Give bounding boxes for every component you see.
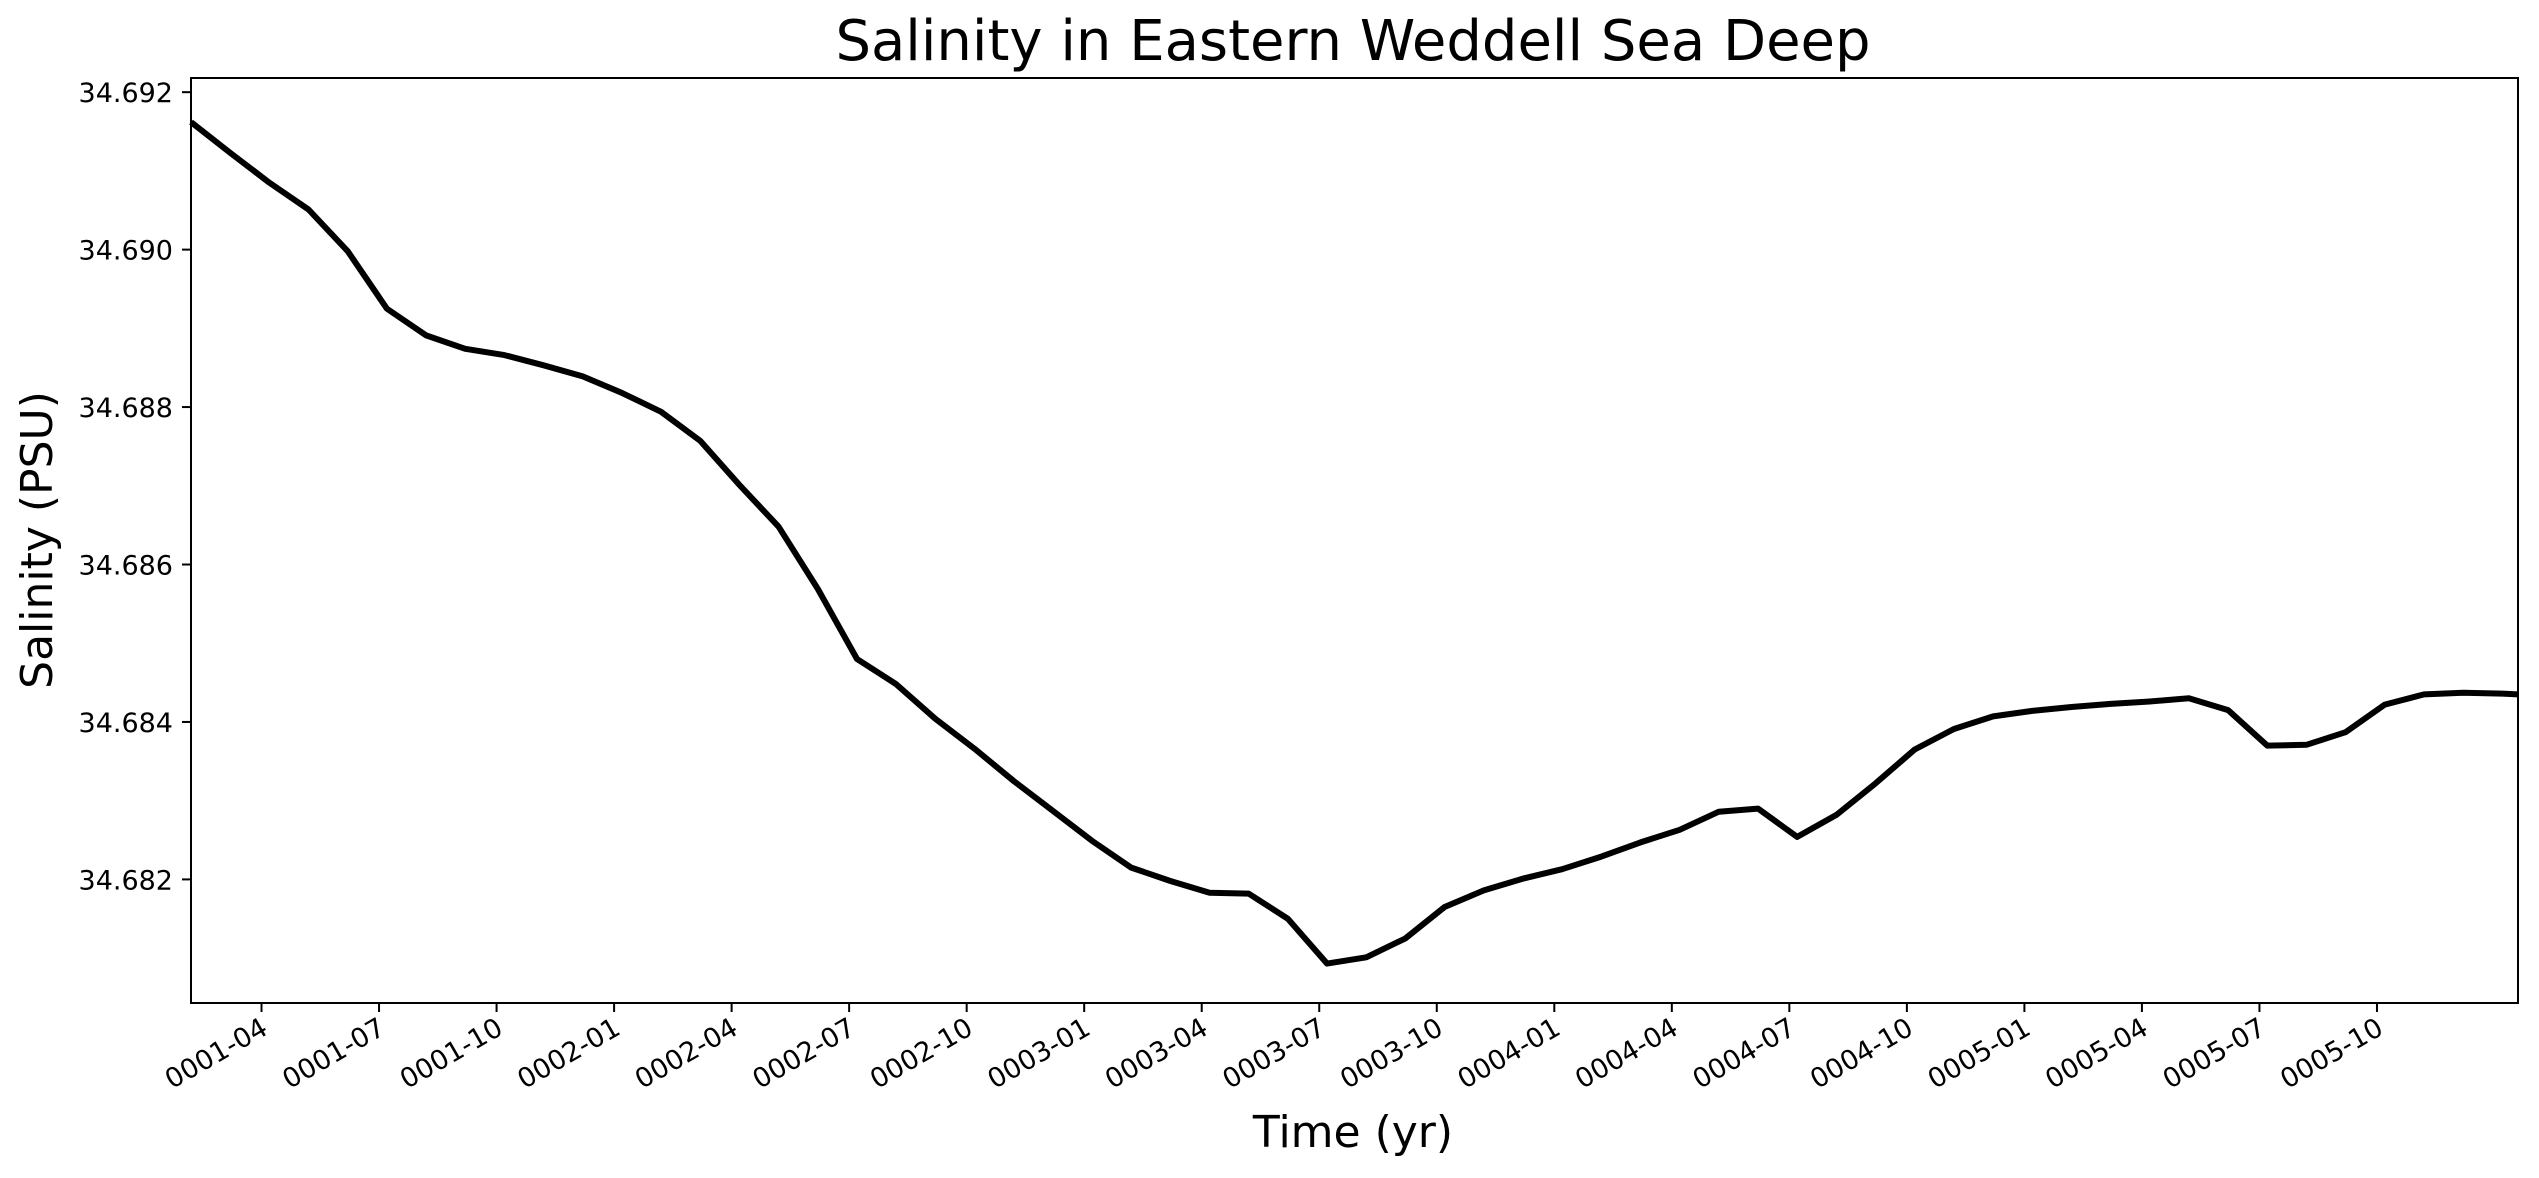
- x-tick-label: 0002-01: [512, 1012, 625, 1095]
- y-tick-label: 34.690: [79, 236, 173, 267]
- x-tick-label: 0004-07: [1688, 1012, 1801, 1095]
- plot-area-frame: [190, 77, 2519, 1004]
- x-tick-label: 0002-07: [747, 1012, 860, 1095]
- x-tick-label: 0002-10: [865, 1012, 978, 1095]
- y-tick-label: 34.692: [79, 78, 173, 109]
- x-tick-label: 0004-01: [1453, 1012, 1566, 1095]
- x-tick-label: 0005-10: [2275, 1012, 2388, 1095]
- x-tick-label: 0001-07: [277, 1012, 390, 1095]
- y-tick-label: 34.688: [79, 393, 173, 424]
- x-axis-ticks: 0001-04 0001-07 0001-10 0002-01 0002-04 0002-…: [160, 1003, 2388, 1095]
- x-tick-label: 0002-04: [630, 1012, 743, 1095]
- y-axis-label: Salinity (PSU): [12, 391, 63, 689]
- x-tick-label: 0003-04: [1100, 1012, 1213, 1095]
- x-tick-label: 0003-10: [1335, 1012, 1448, 1095]
- y-tick-label: 34.684: [79, 708, 173, 739]
- x-tick-label: 0004-04: [1570, 1012, 1683, 1095]
- chart-title: Salinity in Eastern Weddell Sea Deep: [835, 9, 1870, 74]
- x-tick-label: 0005-04: [2040, 1012, 2153, 1095]
- y-tick-label: 34.682: [79, 865, 173, 896]
- x-tick-label: 0005-07: [2158, 1012, 2271, 1095]
- x-tick-label: 0001-10: [395, 1012, 508, 1095]
- x-tick-label: 0005-01: [1923, 1012, 2036, 1095]
- x-tick-label: 0004-10: [1805, 1012, 1918, 1095]
- x-tick-label: 0003-07: [1218, 1012, 1331, 1095]
- y-tick-label: 34.686: [79, 551, 173, 582]
- x-tick-label: 0003-01: [982, 1012, 1095, 1095]
- x-axis-label: Time (yr): [1252, 1107, 1453, 1158]
- y-axis-ticks: 34.682 34.684 34.686 34.688 34.690 34.692: [79, 78, 191, 896]
- x-tick-label: 0001-04: [160, 1012, 273, 1095]
- salinity-series-line: [189, 119, 2519, 967]
